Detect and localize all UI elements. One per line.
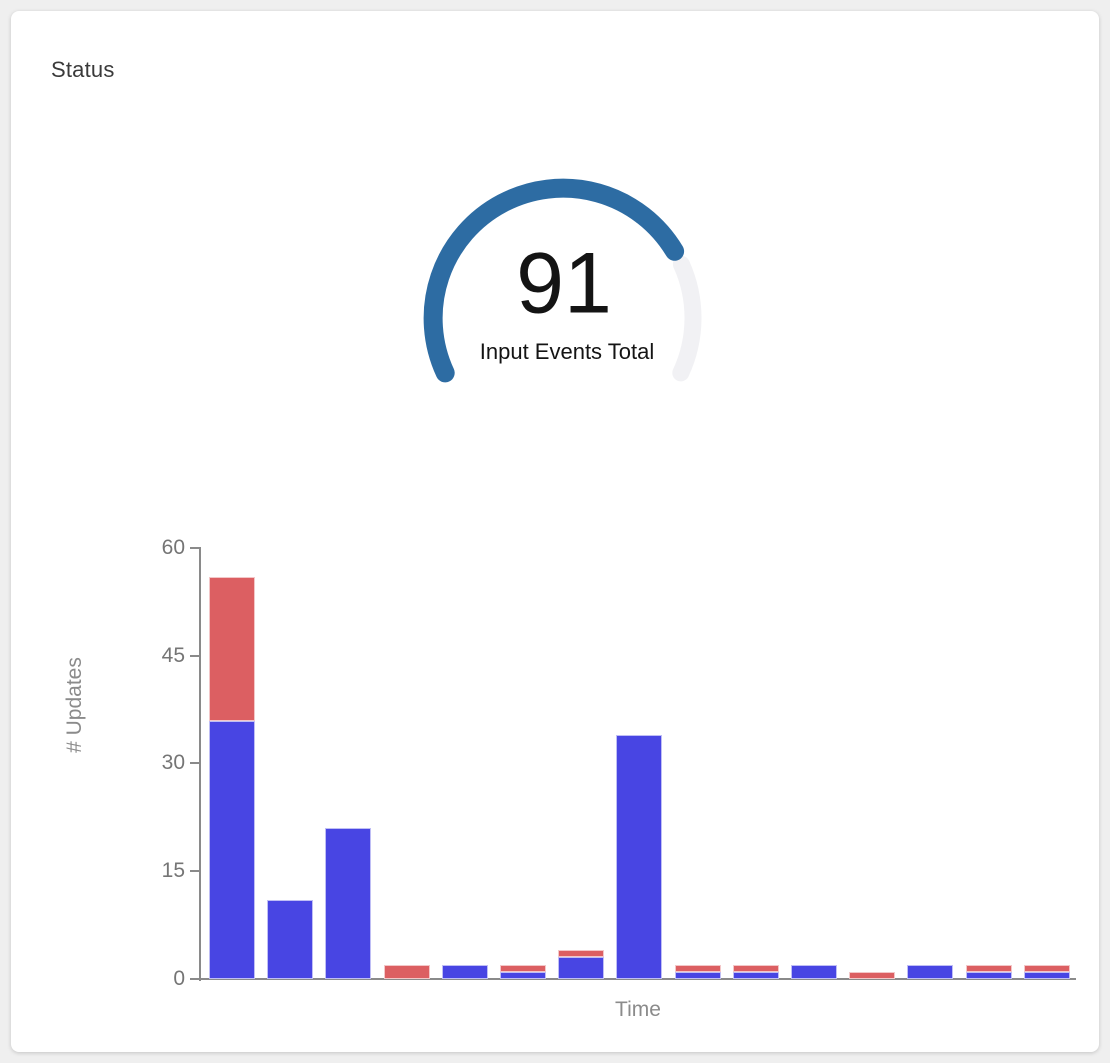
bar-10-red-segment[interactable] [732, 964, 779, 972]
y-tick-15 [190, 869, 199, 872]
gauge-label: Input Events Total [479, 339, 655, 364]
y-tick-45 [190, 654, 199, 657]
bar-4-red-segment[interactable] [383, 964, 430, 979]
card-title: Status [51, 57, 115, 82]
bar-12[interactable] [849, 549, 896, 979]
bar-3[interactable] [325, 549, 372, 979]
bar-8[interactable] [616, 549, 663, 979]
y-tick-label-60: 60 [161, 536, 185, 559]
bar-9[interactable] [674, 549, 721, 979]
bar-13-blue-segment[interactable] [907, 964, 954, 979]
bar-15-red-segment[interactable] [1023, 964, 1070, 972]
bar-14-blue-segment[interactable] [965, 971, 1012, 979]
bar-11-blue-segment[interactable] [791, 964, 837, 979]
bar-4[interactable] [383, 549, 430, 979]
y-tick-label-0: 0 [173, 966, 185, 990]
y-tick-label-45: 45 [161, 643, 185, 667]
gauge-chart [423, 178, 702, 383]
status-card: Status 91 Input Events Total # Updates T… [11, 11, 1099, 1052]
y-tick-30 [190, 762, 199, 765]
bar-9-red-segment[interactable] [674, 964, 721, 972]
bar-2-blue-segment[interactable] [267, 900, 314, 979]
bar-5[interactable] [441, 549, 488, 979]
x-axis-label: Time [615, 998, 661, 1021]
bar-1-red-segment[interactable] [209, 577, 255, 721]
y-axis [199, 547, 201, 981]
bar-15[interactable] [1023, 549, 1070, 979]
bar-3-blue-segment[interactable] [325, 828, 372, 979]
y-tick-label-15: 15 [161, 858, 185, 882]
bar-14-red-segment[interactable] [965, 964, 1012, 972]
x-axis [199, 978, 1076, 980]
y-axis-label: # Updates [63, 657, 86, 753]
bar-6-blue-segment[interactable] [500, 971, 546, 979]
bar-6-red-segment[interactable] [500, 964, 546, 972]
gauge-value: 91 [516, 235, 612, 332]
bar-1-blue-segment[interactable] [209, 720, 255, 979]
gauge-value-arc [423, 178, 685, 383]
bar-11[interactable] [791, 549, 837, 979]
plot-area[interactable] [201, 548, 1075, 979]
y-tick-0 [190, 977, 199, 980]
bar-2[interactable] [267, 549, 314, 979]
bar-1[interactable] [209, 549, 255, 979]
gauge-track-arc [672, 255, 702, 382]
bar-15-blue-segment[interactable] [1023, 971, 1070, 979]
bar-7[interactable] [558, 549, 605, 979]
bar-5-blue-segment[interactable] [441, 964, 488, 979]
bar-9-blue-segment[interactable] [674, 971, 721, 979]
bar-6[interactable] [500, 549, 546, 979]
bar-7-blue-segment[interactable] [558, 957, 605, 979]
bar-7-red-segment[interactable] [558, 950, 605, 958]
bar-8-blue-segment[interactable] [616, 735, 663, 979]
y-tick-60 [190, 547, 199, 549]
bar-13[interactable] [907, 549, 954, 979]
y-tick-label-30: 30 [161, 751, 185, 775]
bar-12-red-segment[interactable] [849, 971, 896, 979]
bar-14[interactable] [965, 549, 1012, 979]
bar-10-blue-segment[interactable] [732, 971, 779, 979]
bar-10[interactable] [732, 549, 779, 979]
